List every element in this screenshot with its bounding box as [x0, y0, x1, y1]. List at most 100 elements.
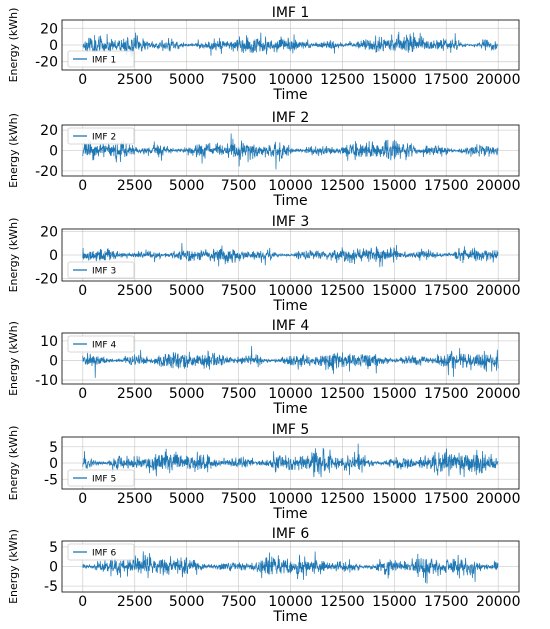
x-tick-label: 0 [78, 491, 87, 507]
x-tick-label: 0 [78, 594, 87, 610]
subplot-title: IMF 6 [272, 526, 310, 542]
x-tick-label: 12500 [320, 386, 365, 402]
x-tick-label: 10000 [268, 72, 313, 88]
x-axis-label: Time [272, 401, 307, 417]
legend-label: IMF 6 [92, 549, 116, 559]
legend-box [67, 543, 135, 561]
axes-frame [61, 19, 520, 71]
legend-box [67, 127, 135, 145]
y-axis-label: Energy (kWh) [7, 529, 20, 604]
x-tick-label: 12500 [320, 178, 365, 194]
x-tick-label: 17500 [424, 491, 469, 507]
x-tick-label: 17500 [424, 386, 469, 402]
x-tick-label: 20000 [476, 72, 521, 88]
axes-frame [61, 436, 520, 490]
x-tick-label: 2500 [117, 491, 153, 507]
x-tick-label: 5000 [169, 386, 205, 402]
x-tick-label: 12500 [320, 491, 365, 507]
y-tick-label: 5 [49, 440, 58, 456]
axes-frame [61, 332, 520, 385]
x-tick-label: 10000 [268, 178, 313, 194]
x-tick-label: 20000 [476, 491, 521, 507]
legend-label: IMF 2 [92, 133, 116, 143]
y-tick-label: 0 [49, 353, 58, 369]
y-axis-label: Energy (kWh) [7, 321, 20, 396]
x-tick-label: 15000 [372, 491, 417, 507]
x-tick-label: 10000 [268, 386, 313, 402]
y-axis-label: Energy (kWh) [7, 8, 20, 83]
subplot-1: 0 2500 5000 7500 10000 12500 15000 17500 20000 -2… [7, 5, 521, 103]
subplot-2: 0 2500 5000 7500 10000 12500 15000 17500 20000 -2… [7, 110, 521, 209]
x-tick-label: 20000 [476, 594, 521, 610]
x-tick-label: 20000 [476, 283, 521, 299]
x-tick-label: 15000 [372, 283, 417, 299]
x-tick-label: 10000 [268, 594, 313, 610]
series-line-imf-2 [82, 133, 499, 170]
series-line-imf-4 [82, 346, 499, 378]
subplot-4: 0 2500 5000 7500 10000 12500 15000 17500 20000 -1… [7, 318, 521, 417]
x-tick-label: 2500 [117, 72, 153, 88]
x-axis-label: Time [272, 609, 307, 625]
axes-frame [61, 124, 520, 177]
x-tick-label: 10000 [268, 283, 313, 299]
x-tick-label: 5000 [169, 178, 205, 194]
x-tick-label: 12500 [320, 283, 365, 299]
y-tick-label: 20 [40, 224, 58, 240]
x-axis-label: Time [272, 193, 307, 209]
subplot-title: IMF 3 [272, 214, 310, 230]
y-tick-label: 20 [40, 21, 58, 37]
x-tick-label: 5000 [169, 72, 205, 88]
x-tick-label: 7500 [221, 594, 257, 610]
x-tick-label: 0 [78, 72, 87, 88]
subplot-5: 0 2500 5000 7500 10000 12500 15000 17500 20000 -5… [7, 422, 521, 522]
x-tick-label: 12500 [320, 72, 365, 88]
legend: IMF 3 [67, 261, 135, 279]
x-tick-label: 15000 [372, 72, 417, 88]
x-axis-label: Time [272, 87, 307, 103]
x-tick-label: 0 [78, 283, 87, 299]
subplot-title: IMF 4 [272, 318, 310, 334]
y-axis-label: Energy (kWh) [7, 426, 20, 501]
x-tick-label: 5000 [169, 283, 205, 299]
x-tick-label: 2500 [117, 386, 153, 402]
y-tick-label: 0 [49, 144, 58, 160]
x-tick-label: 15000 [372, 386, 417, 402]
subplot-3: 0 2500 5000 7500 10000 12500 15000 17500 20000 -2… [7, 214, 521, 314]
legend-box [67, 335, 135, 353]
x-axis-label: Time [272, 298, 307, 314]
x-tick-label: 2500 [117, 594, 153, 610]
legend: IMF 1 [67, 50, 135, 68]
x-tick-label: 10000 [268, 491, 313, 507]
subplot-title: IMF 5 [272, 422, 310, 438]
legend-box [67, 469, 135, 487]
legend: IMF 6 [67, 543, 135, 561]
subplot-title: IMF 1 [272, 5, 310, 21]
x-tick-label: 5000 [169, 491, 205, 507]
series-line-imf-6 [82, 551, 499, 584]
y-tick-label: 5 [49, 540, 58, 556]
subplot-title: IMF 2 [272, 110, 310, 126]
y-tick-label: -20 [35, 55, 58, 71]
x-tick-label: 7500 [221, 72, 257, 88]
legend-label: IMF 3 [92, 267, 116, 277]
series-line-imf-3 [82, 243, 499, 268]
legend-label: IMF 1 [92, 56, 116, 66]
y-tick-label: 0 [49, 38, 58, 54]
y-tick-label: -20 [35, 164, 58, 180]
series-line-imf-1 [82, 31, 499, 57]
axes-frame [61, 540, 520, 593]
y-tick-label: 10 [40, 334, 58, 350]
y-tick-label: 20 [40, 123, 58, 139]
x-tick-label: 15000 [372, 594, 417, 610]
x-tick-label: 17500 [424, 178, 469, 194]
legend-box [67, 50, 135, 68]
x-axis-label: Time [272, 506, 307, 522]
legend-label: IMF 4 [92, 341, 116, 351]
axes-frame [61, 228, 520, 282]
x-tick-label: 20000 [476, 386, 521, 402]
subplot-6: 0 2500 5000 7500 10000 12500 15000 17500 20000 -5… [7, 526, 521, 625]
y-tick-label: 0 [49, 560, 58, 576]
x-tick-label: 17500 [424, 594, 469, 610]
x-tick-label: 12500 [320, 594, 365, 610]
